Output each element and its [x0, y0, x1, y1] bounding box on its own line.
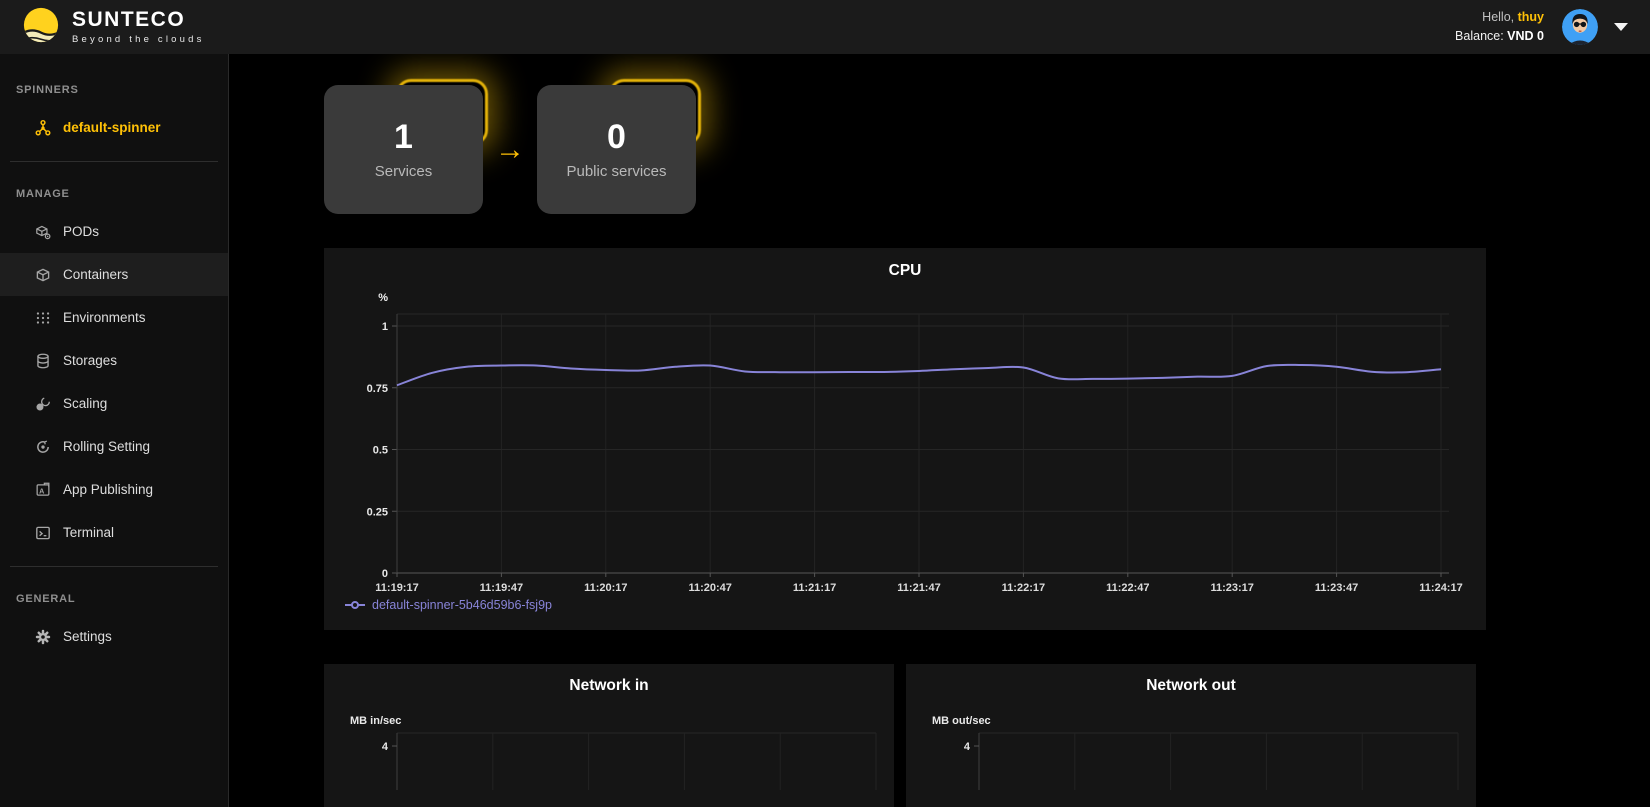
sidebar-item-label: Terminal	[63, 525, 115, 540]
sidebar-item-settings[interactable]: Settings	[0, 615, 228, 658]
svg-text:11:21:47: 11:21:47	[897, 582, 940, 594]
network-out-panel: Network out MB out/sec 4	[906, 664, 1476, 807]
svg-text:11:19:17: 11:19:17	[375, 582, 418, 594]
network-in-panel: Network in MB in/sec 4	[324, 664, 894, 807]
sidebar-item-label: PODs	[63, 224, 100, 239]
settings-gear-icon	[34, 628, 52, 646]
network-in-unit-label: MB in/sec	[350, 715, 402, 727]
network-charts-row: Network in MB in/sec 4 Network out MB ou…	[324, 664, 1650, 807]
top-header: SUNTECO Beyond the clouds Hello, thuy Ba…	[0, 0, 1650, 54]
sidebar-item-label: Rolling Setting	[63, 439, 151, 454]
spinner-nodes-icon	[34, 119, 52, 137]
sidebar-item-label: App Publishing	[63, 482, 154, 497]
svg-text:11:19:47: 11:19:47	[480, 582, 523, 594]
storages-icon	[34, 352, 52, 370]
main-content: 1 Services → 0 Public services CPU 11:19…	[229, 54, 1650, 807]
svg-text:0.25: 0.25	[367, 506, 388, 518]
brand: SUNTECO Beyond the clouds	[22, 6, 205, 49]
sidebar-section-label-spinners: SPINNERS	[16, 84, 79, 96]
svg-text:4: 4	[964, 741, 971, 753]
sidebar-section-label-general: GENERAL	[16, 593, 76, 605]
sidebar-item-terminal[interactable]: Terminal	[0, 511, 228, 554]
sidebar-item-scaling[interactable]: Scaling	[0, 382, 228, 425]
brand-name: SUNTECO	[72, 8, 186, 32]
sidebar: SPINNERS default-spinner MANAGE PODs Contain…	[0, 54, 229, 807]
sidebar-divider	[10, 161, 218, 162]
svg-text:11:20:17: 11:20:17	[584, 582, 627, 594]
user-avatar[interactable]	[1562, 9, 1598, 45]
svg-text:11:22:17: 11:22:17	[1002, 582, 1045, 594]
network-in-title: Network in	[569, 677, 649, 694]
legend-line-marker-icon	[345, 601, 365, 609]
sidebar-divider	[10, 566, 218, 567]
network-out-title: Network out	[1146, 677, 1236, 694]
rolling-setting-icon	[34, 438, 52, 456]
services-card: 1 Services	[324, 79, 488, 214]
network-out-unit-label: MB out/sec	[932, 715, 991, 727]
sidebar-item-storages[interactable]: Storages	[0, 339, 228, 382]
username: thuy	[1517, 9, 1544, 24]
sidebar-item-label: Containers	[63, 267, 129, 282]
sidebar-item-default-spinner[interactable]: default-spinner	[0, 106, 228, 149]
balance-label: Balance:	[1455, 29, 1508, 43]
cpu-legend-label: default-spinner-5b46d59b6-fsj9p	[372, 598, 552, 612]
sidebar-item-pods[interactable]: PODs	[0, 210, 228, 253]
sidebar-item-containers[interactable]: Containers	[0, 253, 228, 296]
services-label: Services	[374, 162, 433, 180]
stats-row: 1 Services → 0 Public services	[324, 79, 1650, 214]
svg-text:1: 1	[382, 321, 388, 333]
user-greeting: Hello, thuy Balance: VND 0	[1455, 8, 1544, 47]
sidebar-item-app-publishing[interactable]: A App Publishing	[0, 468, 228, 511]
sidebar-item-label: Environments	[63, 310, 146, 325]
right-arrow-icon: →	[495, 132, 525, 166]
svg-text:11:21:17: 11:21:17	[793, 582, 836, 594]
terminal-icon	[34, 524, 52, 542]
svg-text:11:24:17: 11:24:17	[1419, 582, 1462, 594]
sidebar-item-rolling-setting[interactable]: Rolling Setting	[0, 425, 228, 468]
network-in-chart: 4	[382, 732, 877, 790]
greeting-prefix: Hello,	[1482, 9, 1518, 24]
svg-text:0: 0	[382, 568, 388, 580]
sidebar-item-environments[interactable]: Environments	[0, 296, 228, 339]
svg-text:11:23:17: 11:23:17	[1210, 582, 1253, 594]
svg-text:4: 4	[382, 741, 389, 753]
network-out-chart: 4	[964, 732, 1459, 790]
cpu-chart: 11:19:17 11:19:47 11:20:17 11:20:47 11:21:17…	[367, 292, 1463, 594]
svg-text:11:20:47: 11:20:47	[688, 582, 731, 594]
app-publishing-icon: A	[34, 481, 52, 499]
balance-value: VND 0	[1507, 29, 1544, 43]
svg-text:11:23:47: 11:23:47	[1315, 582, 1358, 594]
svg-text:%: %	[378, 292, 388, 304]
containers-icon	[34, 266, 52, 284]
services-count: 1	[394, 117, 413, 156]
public-services-count: 0	[607, 117, 626, 156]
sidebar-item-label: Scaling	[63, 396, 108, 411]
sidebar-section-label-manage: MANAGE	[16, 188, 70, 200]
public-services-label: Public services	[566, 162, 667, 180]
cpu-chart-title: CPU	[888, 262, 922, 279]
svg-text:11:22:47: 11:22:47	[1106, 582, 1149, 594]
svg-text:0.75: 0.75	[367, 383, 388, 395]
sunteco-logo-icon	[22, 6, 60, 49]
sidebar-item-label: Storages	[63, 353, 118, 368]
sidebar-item-label: Settings	[63, 629, 112, 644]
svg-text:A: A	[39, 486, 44, 495]
environments-icon	[34, 309, 52, 327]
scaling-icon	[34, 395, 52, 413]
cpu-chart-panel: CPU 11:19:17 11:19:47 11:20:17 11:20:47 11:2…	[324, 248, 1486, 630]
svg-text:0.5: 0.5	[373, 445, 388, 457]
pods-icon	[34, 223, 52, 241]
brand-tagline: Beyond the clouds	[72, 33, 205, 45]
dropdown-caret-icon[interactable]	[1614, 23, 1628, 31]
sidebar-item-label: default-spinner	[63, 120, 161, 135]
public-services-card: 0 Public services	[537, 79, 701, 214]
cpu-legend-item[interactable]: default-spinner-5b46d59b6-fsj9p	[344, 598, 1486, 612]
